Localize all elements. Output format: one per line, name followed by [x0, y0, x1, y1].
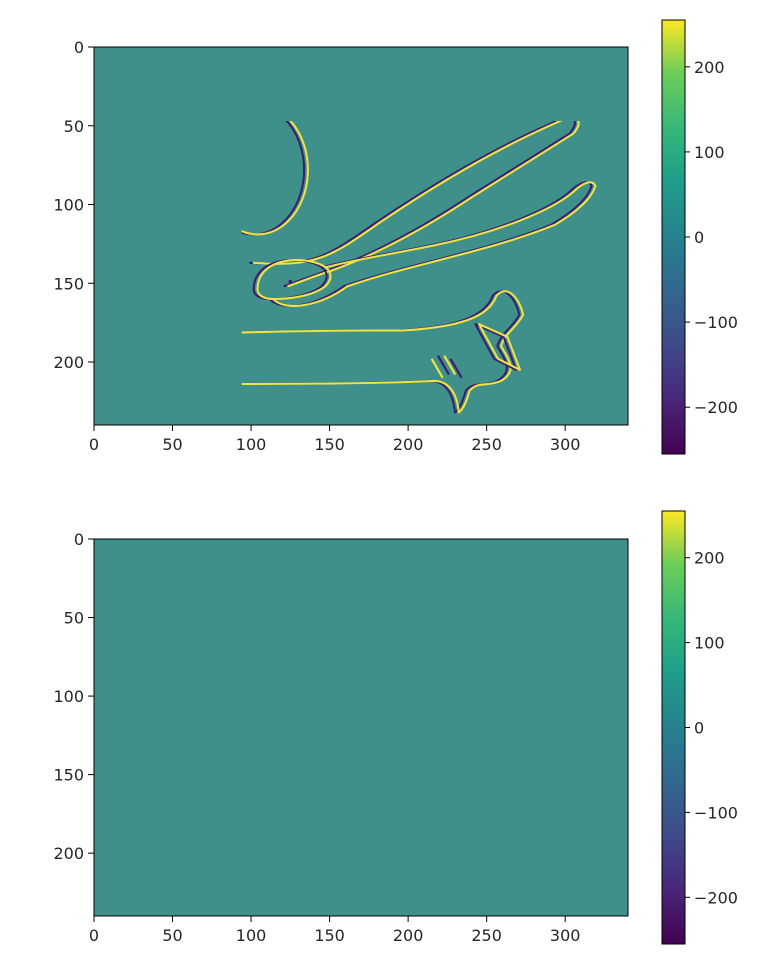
wrench-tooth-edge [443, 355, 457, 376]
ring-edge-positive [241, 121, 309, 236]
x-tick-label: 50 [162, 926, 182, 945]
colorbar [661, 19, 686, 455]
chart-panel-2: 0 50 100 150 200 250 300 0 50 100 150 200 200 100 0 −10… [53, 510, 738, 945]
chart-panel-1: 0 50 100 150 200 250 300 0 50 100 150 200 200 100 0 −10… [53, 19, 738, 455]
colorbar-tick-label: −200 [694, 888, 738, 907]
y-tick-label: 50 [64, 609, 84, 628]
colorbar-tick-label: 200 [694, 549, 725, 568]
x-tick-label: 100 [236, 926, 267, 945]
x-tick-label: 150 [314, 435, 345, 454]
colorbar-tick-label: −100 [694, 803, 738, 822]
y-tick-label: 200 [53, 844, 84, 863]
colorbar-tick-label: 100 [694, 634, 725, 653]
wrench-jaw-edge-positive [478, 323, 521, 371]
x-tick-label: 300 [550, 435, 581, 454]
colorbar [661, 510, 686, 945]
colorbar-tick-label: −100 [694, 313, 738, 332]
wrench-tooth-edge [437, 355, 450, 376]
y-tick-label: 100 [53, 196, 84, 215]
x-tick-label: 300 [550, 926, 581, 945]
y-tick-label: 150 [53, 766, 84, 785]
pliers-upper-edge-positive [252, 121, 580, 288]
x-tick-label: 50 [162, 435, 182, 454]
x-tick-label: 150 [314, 926, 345, 945]
axes-frame [93, 46, 629, 426]
y-tick-label: 50 [64, 117, 84, 136]
wrench-tooth-edge [449, 358, 463, 379]
y-tick-label: 0 [74, 38, 84, 57]
pliers-head-edge-positive [256, 259, 332, 301]
axes-frame [93, 538, 629, 917]
heatmap-background [94, 539, 628, 916]
x-tick-label: 0 [89, 435, 99, 454]
x-tick-label: 200 [393, 926, 424, 945]
x-tick-label: 250 [471, 926, 502, 945]
y-tick-label: 150 [53, 274, 84, 293]
colorbar-tick-label: 0 [694, 719, 704, 738]
colorbar-tick-label: 0 [694, 228, 704, 247]
x-tick-label: 100 [236, 435, 267, 454]
wrench-edge-positive [241, 290, 525, 414]
colorbar-tick-label: −200 [694, 398, 738, 417]
pliers-lower-edge-positive [272, 181, 597, 307]
y-tick-label: 100 [53, 687, 84, 706]
colorbar-tick-label: 100 [694, 143, 725, 162]
y-tick-label: 200 [53, 353, 84, 372]
x-tick-label: 200 [393, 435, 424, 454]
pliers-pivot [288, 279, 293, 284]
wrench-jaw-edge-negative [474, 323, 518, 371]
edge-map [241, 121, 597, 414]
colorbar-tick-label: 200 [694, 58, 725, 77]
y-tick-label: 0 [74, 530, 84, 549]
x-tick-label: 250 [471, 435, 502, 454]
wrench-tooth-edge [430, 358, 444, 379]
x-tick-label: 0 [89, 926, 99, 945]
